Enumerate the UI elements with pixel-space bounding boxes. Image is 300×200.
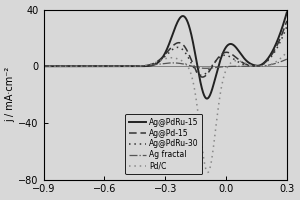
Ag@Pd-15 [254,65,258,67]
Ag@PdRu-15 [135,65,139,67]
Ag@PdRu-30 [146,64,149,67]
Pd/C [84,65,88,67]
Pd/C [42,65,45,67]
Ag fractal [135,65,139,67]
Pd/C [285,51,289,53]
Ag@Pd-15 [84,65,88,67]
Ag fractal [146,64,149,67]
Pd/C [146,64,149,66]
Ag@PdRu-30 [280,37,284,39]
Ag@PdRu-30 [42,65,45,67]
Line: Pd/C: Pd/C [44,52,287,172]
Line: Ag fractal: Ag fractal [44,59,287,68]
Pd/C [70,65,73,67]
Legend: Ag@PdRu-15, Ag@Pd-15, Ag@PdRu-30, Ag fractal, Pd/C: Ag@PdRu-15, Ag@Pd-15, Ag@PdRu-30, Ag fra… [125,114,202,174]
Ag@PdRu-30 [70,65,73,67]
Ag fractal [285,58,289,60]
Ag@Pd-15 [70,65,73,67]
Ag@PdRu-15 [285,11,289,14]
Ag@PdRu-15 [42,65,45,67]
Ag@PdRu-15 [254,64,258,67]
Ag@PdRu-30 [200,74,203,77]
Ag@Pd-15 [135,65,139,67]
Ag fractal [84,65,88,67]
Y-axis label: j / mA·cm⁻²: j / mA·cm⁻² [6,67,16,122]
Pd/C [254,65,258,67]
Ag@Pd-15 [146,64,149,67]
Ag@PdRu-30 [254,65,258,67]
Ag fractal [204,67,207,70]
Ag@Pd-15 [285,20,289,22]
Ag@Pd-15 [42,65,45,67]
Line: Ag@PdRu-30: Ag@PdRu-30 [44,27,287,75]
Ag@PdRu-15 [205,97,209,100]
Ag@PdRu-30 [84,65,88,67]
Ag@Pd-15 [201,76,204,78]
Ag@PdRu-30 [135,65,139,67]
Pd/C [206,171,209,174]
Ag fractal [42,65,45,67]
Ag fractal [280,60,284,62]
Ag@PdRu-15 [280,27,284,29]
Ag@PdRu-15 [146,65,149,67]
Ag@PdRu-15 [70,65,73,67]
Pd/C [135,65,139,67]
Ag@Pd-15 [280,33,284,35]
Ag@PdRu-30 [285,25,289,28]
Line: Ag@Pd-15: Ag@Pd-15 [44,21,287,77]
Pd/C [280,56,284,58]
Ag fractal [254,65,258,67]
Line: Ag@PdRu-15: Ag@PdRu-15 [44,12,287,99]
Ag@PdRu-15 [84,65,88,67]
Ag fractal [70,65,73,67]
